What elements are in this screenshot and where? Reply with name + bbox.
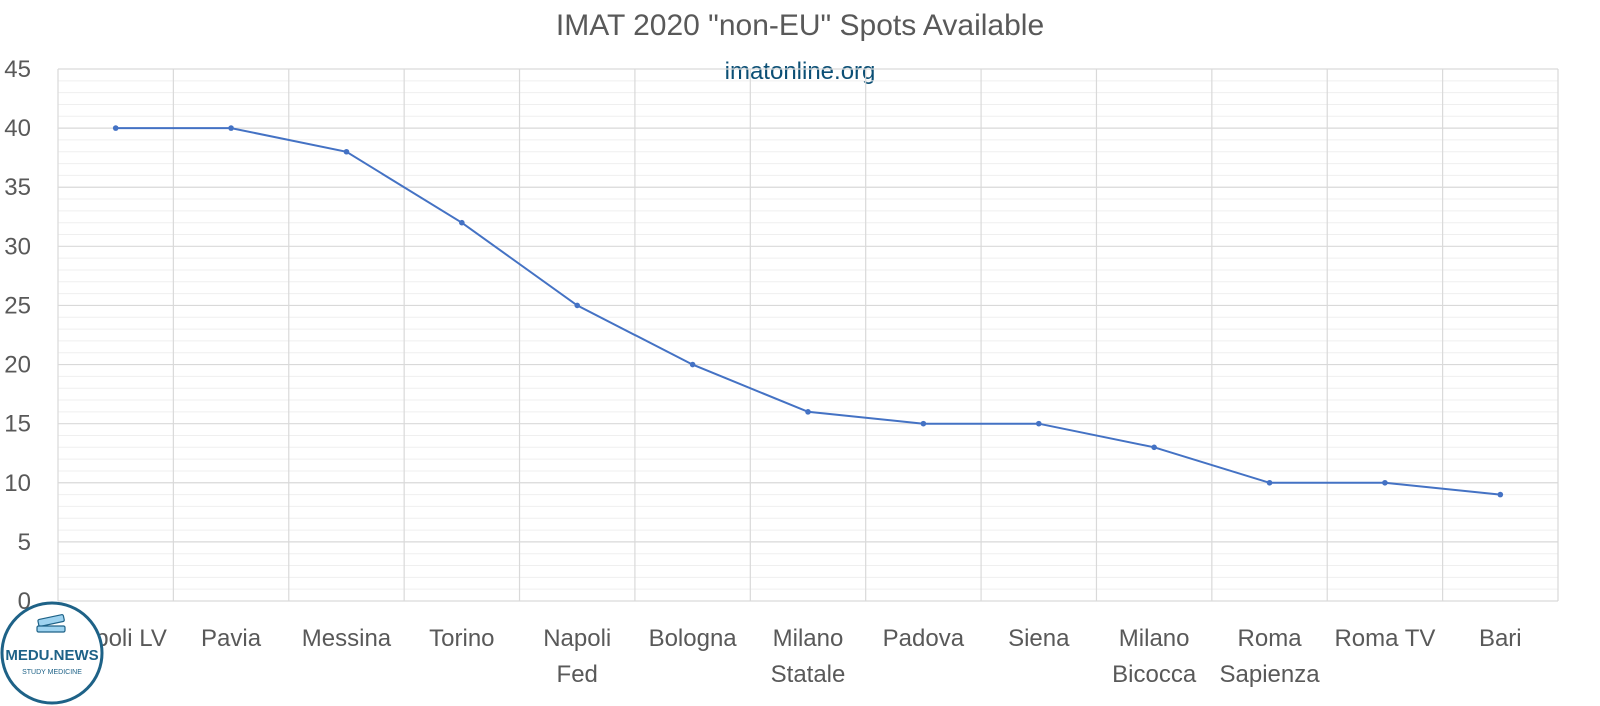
x-tick-label: Torino [429,625,494,652]
category-gridlines [57,69,1559,601]
data-point [343,148,350,155]
logo-tagline: STUDY MEDICINE [22,669,82,676]
y-tick-label: 25 [4,292,31,319]
medu-news-logo: MEDU.NEWS STUDY MEDICINE [0,601,104,705]
data-point [228,125,234,131]
x-tick-label: Siena [1008,625,1070,652]
series-line [115,127,1501,496]
x-tick-label: Messina [302,625,392,652]
logo-name: MEDU.NEWS [5,647,98,664]
data-point [574,302,581,309]
data-point [1382,479,1388,486]
x-tick-label: Roma Sapienza [1219,625,1320,688]
x-tick-label: Pavia [201,625,262,652]
x-tick-label: Padova [883,625,965,652]
data-point [1151,444,1157,451]
data-point [689,361,696,368]
data-point [1035,420,1042,427]
data-point [1266,479,1273,486]
y-tick-label: 5 [18,529,31,556]
y-tick-label: 35 [4,174,31,201]
x-tick-label: Napoli Fed [543,625,611,688]
data-point [1497,491,1504,498]
y-tick-label: 20 [4,352,31,379]
x-tick-label: Roma TV [1334,625,1435,652]
x-tick-label: Milano Statale [771,625,846,688]
major-gridlines [58,68,1558,602]
data-point [920,420,927,427]
y-tick-label: 30 [4,233,31,260]
chart-title: IMAT 2020 "non-EU" Spots Available [556,9,1044,42]
x-tick-label: Bologna [649,625,738,652]
x-axis: Napoli LV Pavia Messina Torino Napoli FedBolo… [65,625,1522,688]
data-point [112,125,119,131]
logo-ring [0,601,104,705]
y-tick-label: 40 [4,115,31,142]
book-stack-icon [36,614,66,633]
data-point [459,219,465,226]
x-tick-label: Bari [1479,625,1522,652]
x-tick-label: Milano Bicocca [1112,625,1197,688]
series-layer [112,125,1504,498]
minor-gridlines [58,80,1558,590]
y-tick-label: 10 [4,470,31,497]
y-tick-label: 15 [4,411,31,438]
data-point [805,409,811,415]
y-tick-label: 45 [4,56,31,83]
